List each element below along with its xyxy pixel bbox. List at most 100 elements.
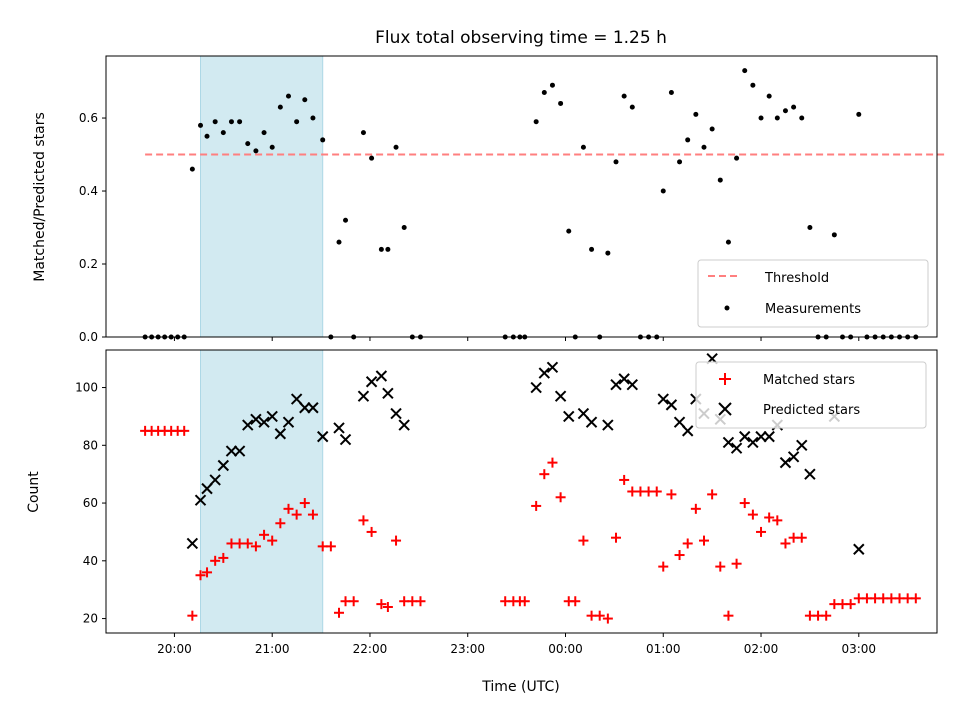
predicted-stars-point (853, 543, 865, 555)
matched-stars-point (707, 489, 718, 500)
predicted-legend-swatch (718, 402, 732, 416)
matched-stars-point (519, 596, 530, 607)
matched-stars-point (348, 596, 359, 607)
top-panel: 0.0 0.2 0.4 0.6 Matched/Predicted stars Thr… (32, 55, 947, 344)
predicted-stars-point (681, 425, 694, 437)
matched-stars-point (651, 486, 662, 497)
bottom-panel: 20 40 60 80 100 20:00 21:00 22:00 23:00 00:00 01:… (26, 349, 938, 695)
predicted-stars-point (282, 416, 295, 428)
measurement-point (774, 115, 780, 121)
measurement-point (580, 144, 586, 150)
matched-stars-point (756, 526, 767, 537)
measurement-point (533, 119, 539, 125)
matched-stars-point (570, 596, 581, 607)
predicted-stars-point (290, 393, 303, 405)
measurement-point (629, 104, 635, 110)
matched-stars-point (578, 535, 589, 546)
predicted-stars-point (763, 430, 775, 443)
matched-stars-point (415, 596, 426, 607)
x-tick-label: 02:00 (744, 642, 779, 656)
predicted-stars-point (357, 390, 370, 402)
matched-stars-point (611, 532, 622, 543)
bottom-axes-frame (105, 349, 938, 634)
matched-stars-point (682, 538, 693, 549)
measurement-point (621, 93, 627, 99)
predicted-stars-point (665, 399, 678, 411)
x-tick-label: 23:00 (450, 642, 485, 656)
matched-stars-point (291, 509, 302, 520)
top-legend: Threshold Measurements (697, 259, 929, 328)
y-tick-label: 0.2 (79, 257, 98, 271)
top-y-ticks: 0.0 0.2 0.4 0.6 (79, 111, 106, 344)
predicted-stars-point (554, 390, 567, 402)
bottom-y-ticks: 20 40 60 80 100 (75, 381, 106, 626)
predicted-stars-point (796, 439, 808, 452)
predicted-stars-point (610, 378, 622, 391)
measurement-point (245, 141, 251, 147)
counts-series (140, 352, 921, 624)
bottom-highlight-band (200, 349, 324, 634)
predicted-stars-point (299, 402, 311, 414)
top-y-axis-label: Matched/Predicted stars (32, 112, 48, 282)
predicted-stars-point (258, 416, 270, 428)
measurement-point (668, 89, 674, 95)
predicted-stars-point (274, 428, 287, 440)
measurement-point (566, 228, 572, 234)
predicted-stars-point (201, 482, 213, 495)
matched-legend-swatch (719, 373, 731, 385)
matched-stars-point (594, 610, 605, 621)
matched-stars-point (187, 610, 198, 621)
measurements-legend-swatch (724, 305, 730, 311)
matched-stars-point (283, 503, 294, 514)
matched-stars-point (698, 535, 709, 546)
measurement-point (807, 225, 813, 231)
measurement-point (558, 100, 564, 106)
measurement-point (799, 115, 805, 121)
measurement-point (237, 119, 243, 125)
matched-stars-point (275, 518, 286, 529)
bottom-legend-box (695, 361, 927, 429)
highlight-band (200, 55, 324, 338)
matched-stars-point (739, 498, 750, 509)
matched-stars-point (772, 515, 783, 526)
measurement-point (294, 119, 300, 125)
predicted-legend-label: Predicted stars (763, 403, 860, 418)
predicted-stars-point (194, 494, 207, 506)
measurement-point (343, 217, 349, 223)
matched-stars-point (547, 457, 558, 468)
measurement-point (401, 225, 407, 231)
measurement-point (613, 159, 619, 165)
predicted-stars-point (530, 381, 542, 394)
measurement-point (766, 93, 772, 99)
x-tick-label: 00:00 (548, 642, 583, 656)
matched-stars-point (764, 512, 775, 523)
predicted-stars-point (626, 378, 639, 391)
matched-stars-point (391, 535, 402, 546)
predicted-stars-point (779, 456, 792, 469)
measurement-point (693, 111, 699, 117)
bottom-legend: Matched stars Predicted stars (695, 361, 927, 429)
measurement-point (750, 82, 756, 88)
measurement-point (212, 119, 218, 125)
highlight-band (200, 349, 324, 634)
matched-stars-point (910, 593, 921, 604)
predicted-stars-point (787, 451, 800, 463)
measurement-point (742, 68, 748, 74)
predicted-stars-point (730, 442, 743, 454)
predicted-stars-point (398, 419, 410, 431)
predicted-stars-point (747, 436, 759, 449)
measurement-point (549, 82, 555, 88)
measurement-point (589, 246, 595, 252)
matched-stars-point (731, 558, 742, 569)
measurement-point (541, 89, 547, 95)
measurement-point (677, 159, 683, 165)
matched-stars-point (267, 535, 278, 546)
measurement-point (310, 115, 316, 121)
measurement-point (302, 97, 308, 103)
predicted-stars-point (390, 407, 402, 420)
predicted-stars-point (804, 468, 816, 480)
measurement-point (791, 104, 797, 110)
predicted-stars-point (722, 436, 735, 449)
measurement-point (378, 246, 384, 252)
